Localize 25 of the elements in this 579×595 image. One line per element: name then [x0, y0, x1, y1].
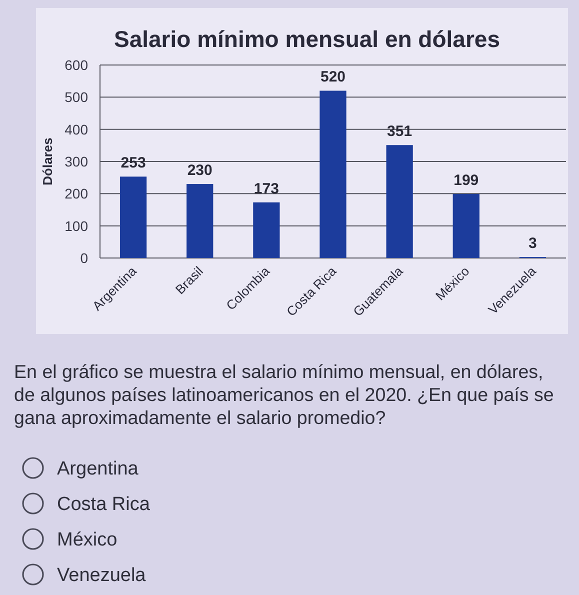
bar: [253, 202, 280, 258]
bar: [186, 184, 214, 258]
y-tick-label: 500: [64, 89, 88, 106]
text: Venezuela: [57, 565, 146, 586]
data-label: 520: [320, 68, 346, 86]
y-tick-label: 100: [64, 218, 88, 234]
bar: [452, 194, 480, 258]
y-tick-label: 600: [64, 57, 88, 73]
y-tick-label: 400: [64, 121, 88, 138]
y-tick-label: 300: [64, 154, 88, 170]
text: México: [57, 530, 118, 550]
data-label: 173: [254, 180, 279, 198]
y-tick-label: 0: [80, 250, 88, 266]
bar: [386, 145, 413, 258]
text: En el gráfico se muestra el salario mínimo mensual, en dólares, de algunos países latinoamericanos en el 2020. ¿En que país se gana aproximadamente el salario promedio?: [14, 360, 555, 429]
chart-title: Salario mínimo mensual en dólares: [114, 26, 500, 52]
bar: [320, 90, 346, 258]
bar: [120, 176, 147, 258]
text: Costa Rica: [57, 494, 150, 515]
y-axis-title: Dólares: [40, 138, 55, 186]
text: Argentina: [57, 458, 139, 480]
data-label: 230: [187, 162, 212, 180]
y-tick-label: 200: [64, 186, 88, 202]
data-label: 199: [454, 172, 479, 189]
data-label: 3: [528, 235, 537, 252]
